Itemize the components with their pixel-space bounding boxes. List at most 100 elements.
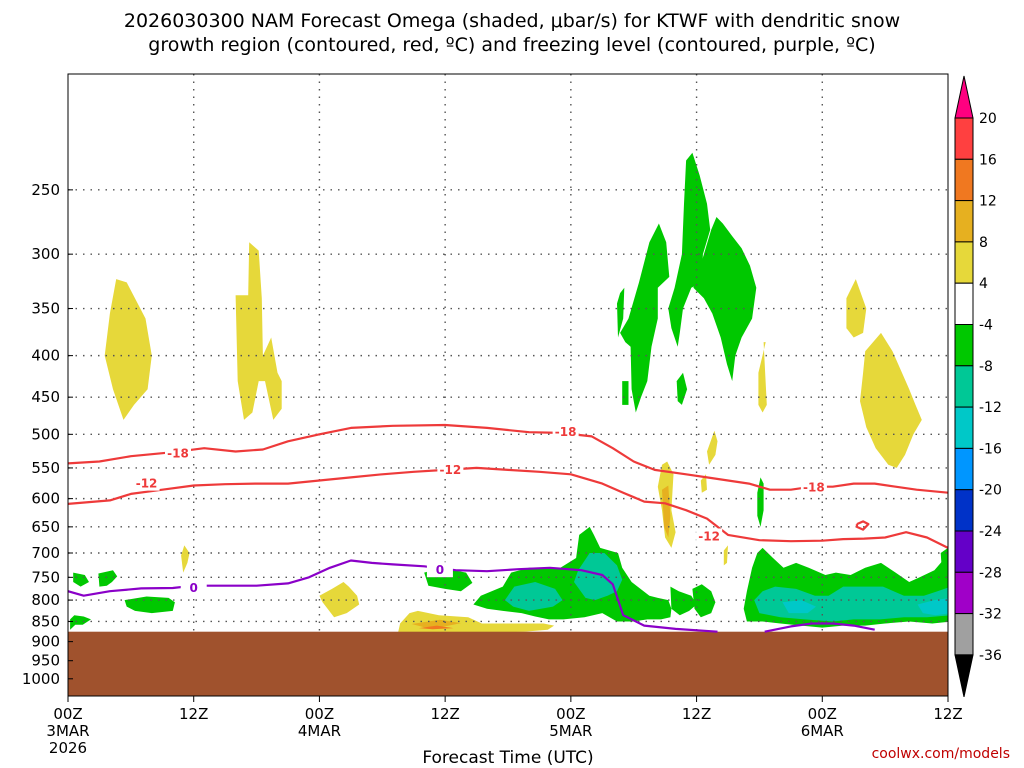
dgz-contour-line-3 xyxy=(855,520,870,531)
dgz-contour-label-2-1: -12 xyxy=(440,463,462,477)
y-tick-label-550: 550 xyxy=(31,459,60,477)
colorbar-box-4 xyxy=(954,241,974,284)
x-tick-year-0: 2026 xyxy=(49,739,87,757)
omega-region-30 xyxy=(676,372,688,405)
colorbar-label-1: 16 xyxy=(979,152,997,168)
y-axis: 250 300 350 400 450 500 550 600 650 700 750 800 850 9… xyxy=(22,181,73,688)
x-tick-time-24: 00Z xyxy=(305,705,334,723)
freezing-contour-label-bg-1-1 xyxy=(426,562,453,578)
dgz-contour-label-bg-1-1 xyxy=(552,424,579,440)
x-tick-time-60: 12Z xyxy=(682,705,711,723)
omega-region-36 xyxy=(782,600,816,614)
dgz-contour-label-bg-2-1 xyxy=(437,461,464,477)
x-tick-date-24: 4MAR xyxy=(298,722,341,740)
omega-region-7 xyxy=(181,545,190,573)
omega-region-27 xyxy=(622,381,629,405)
colorbar-label-13: -36 xyxy=(979,648,1002,664)
y-tick-label-500: 500 xyxy=(31,425,60,443)
colorbar-box-11 xyxy=(954,530,974,573)
omega-region-32 xyxy=(757,477,764,527)
colorbar-box-12 xyxy=(954,571,974,615)
y-tick-label-250: 250 xyxy=(31,181,60,199)
colorbar-cap-bottom xyxy=(954,654,974,698)
colorbar-box-2 xyxy=(954,158,974,202)
omega-region-16 xyxy=(70,615,91,630)
omega-region-18 xyxy=(98,570,118,587)
colorbar-label-4: 4 xyxy=(979,276,988,292)
y-tick-label-750: 750 xyxy=(31,568,60,586)
y-tick-label-900: 900 xyxy=(31,633,60,651)
colorbar-box-8 xyxy=(954,406,974,449)
omega-shading-layer xyxy=(70,152,948,633)
credit-text: coolwx.com/models xyxy=(872,746,1010,762)
dgz-contour-label-bg-2-0 xyxy=(133,475,160,491)
freezing-contour-label-bg-1-0 xyxy=(180,579,207,595)
x-axis-title: Forecast Time (UTC) xyxy=(422,748,593,768)
colorbar-cap-top xyxy=(954,75,974,119)
omega-region-2 xyxy=(235,242,282,420)
colorbar-label-5: -4 xyxy=(979,318,993,334)
colorbar-label-9: -20 xyxy=(979,483,1002,499)
x-tick-time-36: 12Z xyxy=(430,705,459,723)
omega-region-4 xyxy=(707,430,718,465)
omega-region-34 xyxy=(940,547,948,568)
omega-region-3 xyxy=(758,342,767,413)
freezing-contour-line-1 xyxy=(68,559,718,633)
colorbar-label-0: 20 xyxy=(979,111,997,127)
omega-region-24 xyxy=(670,586,697,616)
colorbar-box-9 xyxy=(954,447,974,491)
colorbar-label-11: -28 xyxy=(979,565,1002,581)
omega-region-26 xyxy=(617,287,625,338)
terrain-block xyxy=(68,631,948,696)
dgz-contour-line-1 xyxy=(68,423,948,494)
colorbar-label-7: -12 xyxy=(979,400,1002,416)
omega-region-25 xyxy=(620,223,670,413)
y-tick-label-600: 600 xyxy=(31,490,60,508)
terrain-layer xyxy=(68,631,948,696)
colorbar-label-6: -8 xyxy=(979,359,993,375)
colorbar-box-1 xyxy=(954,117,974,160)
dgz-contour-label-1-0: -18 xyxy=(167,447,189,461)
colorbar-box-10 xyxy=(954,489,974,532)
dgz-contour-label-bg-1-2 xyxy=(800,479,827,495)
colorbar-label-2: 12 xyxy=(979,194,997,210)
colorbar-label-10: -24 xyxy=(979,524,1002,540)
dgz-contour-label-2-0: -12 xyxy=(136,477,158,491)
freezing-contour-line-2 xyxy=(764,622,875,633)
chart-title-line-2: growth region (contoured, red, ºC) and f… xyxy=(148,34,875,56)
y-tick-label-650: 650 xyxy=(31,518,60,536)
dgz-contour-label-bg-1-0 xyxy=(165,445,191,461)
freezing-contour-label-1-1: 0 xyxy=(436,563,444,577)
dgz-contour-line-2 xyxy=(68,466,948,549)
x-tick-date-48: 5MAR xyxy=(549,722,592,740)
omega-region-15 xyxy=(723,545,728,566)
colorbar-box-6 xyxy=(954,324,974,367)
colorbar: 20 16 12 8 4 -4 -8 -12 -16 -20 -24 -28 -32 -36 xyxy=(954,75,1002,698)
colorbar-box-7 xyxy=(954,365,974,408)
omega-region-31 xyxy=(692,584,716,618)
omega-region-23 xyxy=(574,553,623,601)
x-tick-date-0: 3MAR xyxy=(46,722,89,740)
y-tick-label-850: 850 xyxy=(31,612,60,630)
x-tick-date-72: 6MAR xyxy=(801,722,844,740)
omega-region-28 xyxy=(668,152,711,347)
omega-region-22 xyxy=(504,582,563,611)
y-tick-label-400: 400 xyxy=(31,347,60,365)
plot-area: -18 -18 -18 -12 -12 -12 0 0 xyxy=(68,74,948,696)
y-tick-label-450: 450 xyxy=(31,388,60,406)
omega-region-17 xyxy=(73,572,89,587)
omega-region-21 xyxy=(473,526,672,622)
dgz-contour-label-2-2: -12 xyxy=(698,529,720,543)
y-tick-label-300: 300 xyxy=(31,245,60,263)
x-tick-time-84: 12Z xyxy=(933,705,962,723)
y-tick-label-1000: 1000 xyxy=(22,670,60,688)
colorbar-label-12: -32 xyxy=(979,607,1002,623)
freezing-contour-label-1-0: 0 xyxy=(190,581,198,595)
omega-region-10 xyxy=(411,619,461,628)
dgz-contour-label-1-2: -18 xyxy=(803,480,825,494)
y-tick-label-800: 800 xyxy=(31,591,60,609)
contour-layer: -18 -18 -18 -12 -12 -12 0 0 xyxy=(68,423,948,633)
colorbar-label-8: -16 xyxy=(979,441,1002,457)
omega-region-14 xyxy=(700,474,707,493)
